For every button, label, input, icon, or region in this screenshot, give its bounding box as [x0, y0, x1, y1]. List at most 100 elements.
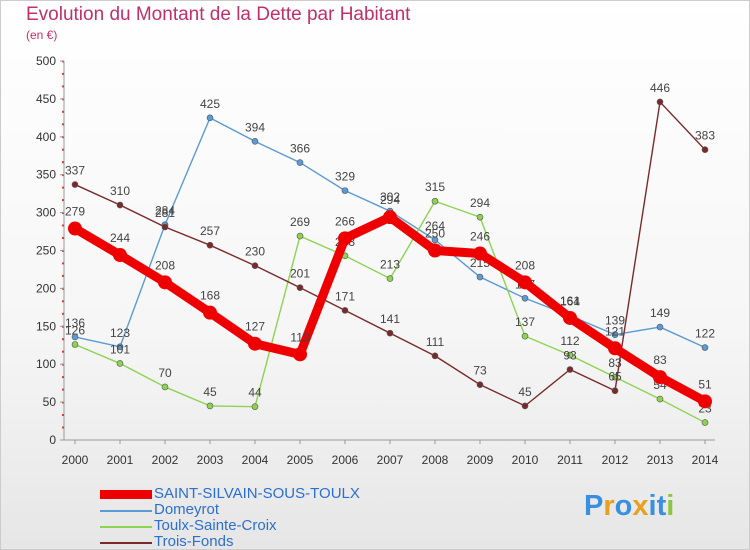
data-point-saint-silvain-sous-toulx: [68, 221, 82, 236]
y-tick-label: 0: [49, 433, 56, 447]
data-label-saint-silvain-sous-toulx: 208: [515, 258, 535, 272]
data-point-domeyrot: [206, 114, 214, 122]
data-point-trois-fonds: [251, 262, 259, 269]
data-point-domeyrot: [701, 344, 709, 351]
data-label-trois-fonds: 65: [608, 370, 622, 384]
data-label-saint-silvain-sous-toulx: 294: [380, 193, 400, 207]
data-point-trois-fonds: [431, 352, 439, 360]
logo-letter: P: [584, 490, 604, 522]
data-point-domeyrot: [296, 159, 304, 166]
data-point-saint-silvain-sous-toulx: [293, 347, 307, 362]
x-tick-label: 2007: [377, 453, 404, 467]
data-point-toulx-sainte-croix: [431, 197, 439, 205]
x-tick-label: 2011: [557, 453, 583, 467]
x-tick-label: 2003: [197, 453, 224, 467]
data-label-trois-fonds: 171: [335, 289, 355, 303]
data-point-toulx-sainte-croix: [521, 332, 529, 340]
logo-letter: t: [656, 490, 667, 522]
data-label-trois-fonds: 446: [650, 81, 670, 95]
data-label-saint-silvain-sous-toulx: 161: [560, 294, 580, 308]
data-label-trois-fonds: 201: [290, 267, 310, 281]
data-label-saint-silvain-sous-toulx: 250: [425, 227, 445, 241]
data-label-trois-fonds: 383: [695, 129, 715, 143]
data-point-toulx-sainte-croix: [701, 419, 709, 426]
data-point-saint-silvain-sous-toulx: [473, 246, 487, 261]
x-tick-label: 2002: [152, 453, 179, 467]
data-point-toulx-sainte-croix: [206, 402, 214, 410]
data-point-domeyrot: [476, 273, 484, 281]
logo-letter: i: [648, 490, 657, 522]
legend-label: Trois-Fonds: [154, 533, 234, 550]
data-label-domeyrot: 122: [695, 327, 715, 341]
data-label-saint-silvain-sous-toulx: 246: [470, 230, 490, 244]
data-label-domeyrot: 302: [380, 190, 400, 204]
data-point-trois-fonds: [116, 201, 124, 209]
data-label-trois-fonds: 93: [563, 349, 577, 363]
data-point-saint-silvain-sous-toulx: [248, 336, 262, 351]
data-point-toulx-sainte-croix: [161, 383, 169, 391]
data-point-toulx-sainte-croix: [476, 213, 484, 221]
data-label-trois-fonds: 111: [426, 335, 445, 349]
data-label-toulx-sainte-croix: 137: [515, 315, 535, 329]
data-label-domeyrot: 329: [335, 170, 355, 184]
data-point-domeyrot: [431, 236, 439, 244]
data-label-trois-fonds: 230: [245, 245, 265, 259]
data-point-saint-silvain-sous-toulx: [563, 310, 577, 325]
data-label-domeyrot: 164: [560, 295, 580, 309]
y-tick-label: 300: [36, 206, 56, 220]
legend-label: Toulx-Sainte-Croix: [154, 517, 277, 534]
data-label-saint-silvain-sous-toulx: 121: [605, 324, 625, 338]
data-point-saint-silvain-sous-toulx: [158, 275, 172, 290]
data-point-toulx-sainte-croix: [656, 395, 664, 403]
x-tick-label: 2010: [512, 453, 539, 467]
x-tick-label: 2006: [332, 453, 359, 467]
data-point-toulx-sainte-croix: [296, 232, 304, 240]
logo-letter: i: [666, 490, 675, 522]
legend-label: SAINT-SILVAIN-SOUS-TOULX: [154, 485, 360, 502]
data-label-saint-silvain-sous-toulx: 83: [653, 353, 667, 367]
y-tick-label: 200: [36, 281, 56, 295]
data-label-domeyrot: 425: [200, 97, 220, 111]
data-label-toulx-sainte-croix: 45: [203, 385, 217, 399]
data-label-trois-fonds: 45: [518, 385, 532, 399]
data-point-saint-silvain-sous-toulx: [113, 248, 127, 263]
data-label-saint-silvain-sous-toulx: 168: [200, 289, 220, 303]
data-label-saint-silvain-sous-toulx: 279: [65, 205, 85, 219]
x-tick-label: 2004: [242, 453, 269, 467]
y-tick-label: 100: [36, 357, 56, 371]
data-point-domeyrot: [116, 343, 124, 351]
data-point-trois-fonds: [521, 402, 529, 410]
y-tick-label: 250: [36, 244, 56, 258]
data-point-saint-silvain-sous-toulx: [653, 370, 667, 385]
data-label-toulx-sainte-croix: 112: [560, 334, 579, 348]
chart-title: Evolution du Montant de la Dette par Hab…: [26, 4, 411, 25]
data-point-trois-fonds: [341, 307, 349, 314]
data-point-saint-silvain-sous-toulx: [428, 243, 442, 258]
data-point-toulx-sainte-croix: [251, 403, 259, 410]
data-point-trois-fonds: [206, 241, 214, 249]
legend-swatch: [100, 490, 152, 499]
data-point-saint-silvain-sous-toulx: [338, 231, 352, 246]
x-tick-label: 2000: [62, 453, 89, 467]
y-tick-label: 500: [36, 54, 56, 68]
data-label-domeyrot: 136: [65, 316, 85, 330]
data-point-toulx-sainte-croix: [386, 275, 394, 282]
data-label-toulx-sainte-croix: 315: [425, 180, 445, 194]
data-point-trois-fonds: [296, 284, 304, 291]
data-label-trois-fonds: 141: [380, 312, 400, 326]
data-label-domeyrot: 139: [605, 314, 625, 328]
data-point-saint-silvain-sous-toulx: [698, 394, 712, 409]
data-point-saint-silvain-sous-toulx: [203, 305, 217, 320]
data-label-domeyrot: 264: [425, 219, 445, 233]
data-point-domeyrot: [656, 323, 664, 331]
data-label-toulx-sainte-croix: 101: [110, 342, 130, 356]
data-label-domeyrot: 394: [245, 120, 265, 134]
legend-swatch: [100, 542, 152, 544]
x-tick-label: 2008: [422, 453, 449, 467]
logo-letter: r: [603, 490, 615, 522]
logo-letter: x: [632, 490, 649, 522]
data-point-trois-fonds: [566, 366, 574, 373]
y-tick-label: 350: [36, 168, 56, 182]
data-label-trois-fonds: 281: [155, 206, 175, 220]
